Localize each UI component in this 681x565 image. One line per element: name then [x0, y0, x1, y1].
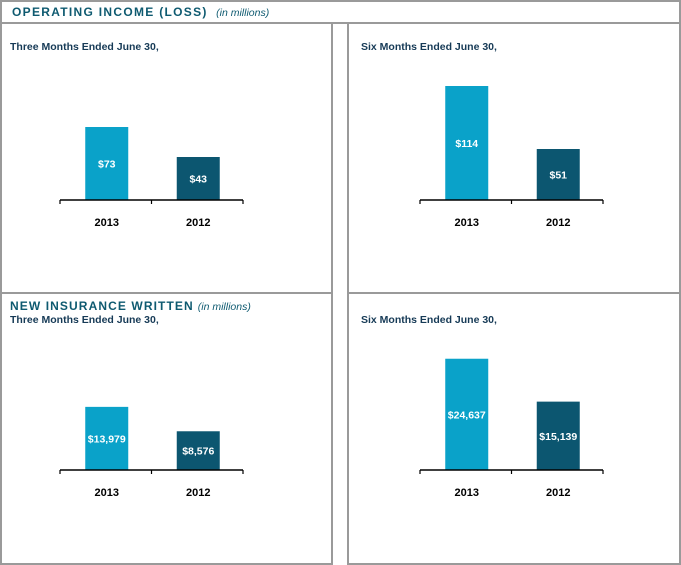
tick-label-tr-2012: 2012: [546, 217, 570, 229]
data-label-bl-2013: $13,979: [88, 433, 126, 445]
data-label-tl-2013: $73: [98, 159, 116, 171]
data-label-br-2012: $15,139: [539, 431, 577, 443]
panel-operating-three-months: [0, 22, 333, 295]
section-title-niw: NEW INSURANCE WRITTEN (in millions): [10, 299, 251, 313]
panel-niw-three-months: [0, 292, 333, 565]
header-title: OPERATING INCOME (LOSS): [12, 5, 208, 19]
period-label-br: Six Months Ended June 30,: [361, 314, 497, 326]
panel-operating-six-months: [347, 22, 681, 295]
bar-bl-2013: [85, 406, 129, 470]
section-title-niw-unit: (in millions): [197, 301, 251, 313]
header-unit: (in millions): [216, 7, 270, 19]
bar-tl-2012: [176, 157, 220, 200]
chart-header: OPERATING INCOME (LOSS) (in millions): [0, 0, 681, 24]
section-title-niw-text: NEW INSURANCE WRITTEN: [10, 299, 194, 313]
bar-bl-2012: [176, 431, 220, 470]
bar-tr-2012: [536, 149, 580, 200]
tick-label-tl-2012: 2012: [186, 217, 210, 229]
tick-label-tl-2013: 2013: [95, 217, 119, 229]
bar-br-2012: [536, 401, 580, 470]
period-label-tr: Six Months Ended June 30,: [361, 41, 497, 53]
data-label-tl-2012: $43: [189, 174, 207, 186]
tick-label-tr-2013: 2013: [455, 217, 479, 229]
period-label-bl: Three Months Ended June 30,: [10, 314, 159, 326]
bar-tl-2013: [85, 127, 129, 200]
bar-br-2013: [445, 358, 489, 470]
panel-niw-six-months: [347, 292, 681, 565]
data-label-bl-2012: $8,576: [182, 446, 214, 458]
data-label-tr-2012: $51: [549, 170, 567, 182]
tick-label-br-2013: 2013: [455, 487, 479, 499]
period-label-tl: Three Months Ended June 30,: [10, 41, 159, 53]
tick-label-bl-2012: 2012: [186, 487, 210, 499]
tick-label-br-2012: 2012: [546, 487, 570, 499]
data-label-tr-2013: $114: [455, 138, 478, 150]
data-label-br-2013: $24,637: [448, 409, 486, 421]
tick-label-bl-2013: 2013: [95, 487, 119, 499]
bar-tr-2013: [445, 86, 489, 200]
